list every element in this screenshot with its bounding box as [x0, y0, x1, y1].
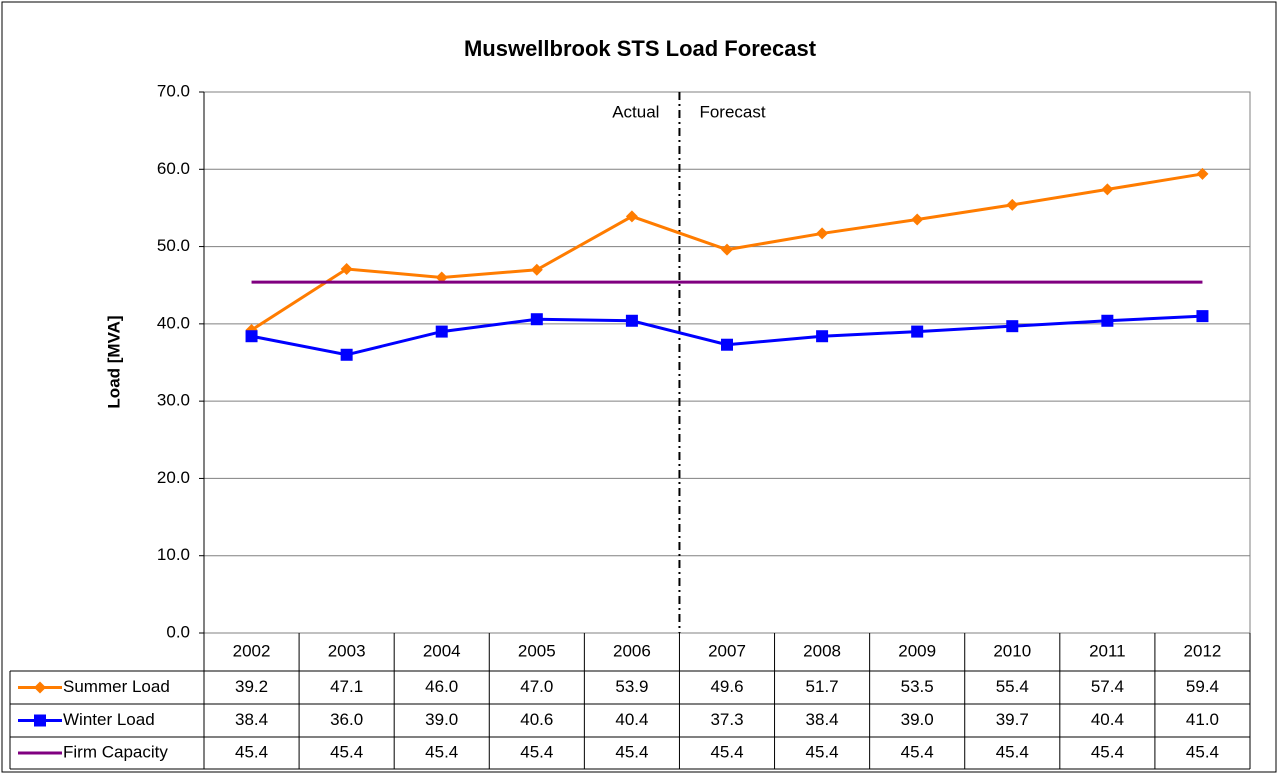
point — [721, 338, 733, 351]
table-value: 45.4 — [615, 742, 648, 761]
legend-marker — [34, 681, 46, 694]
point — [625, 210, 638, 223]
x-tick-label: 2009 — [898, 641, 936, 660]
x-tick-label: 2011 — [1089, 641, 1126, 660]
table-value: 45.4 — [996, 742, 1029, 761]
point — [340, 262, 353, 275]
table-value: 55.4 — [996, 677, 1029, 696]
point — [1101, 314, 1114, 327]
table-value: 47.0 — [520, 677, 553, 696]
point — [530, 263, 543, 276]
table-value: 39.2 — [235, 677, 268, 696]
point — [530, 313, 543, 326]
point — [816, 330, 829, 343]
point — [1101, 183, 1114, 196]
table-value: 40.4 — [1091, 710, 1124, 729]
point — [1196, 310, 1209, 323]
x-tick-label: 2003 — [328, 641, 366, 660]
table-value: 57.4 — [1091, 677, 1124, 696]
x-tick-label: 2008 — [803, 641, 841, 660]
x-tick-label: 2004 — [423, 641, 461, 660]
x-tick-label: 2007 — [708, 641, 746, 660]
y-tick-label: 50.0 — [157, 236, 190, 255]
y-tick-label: 30.0 — [157, 391, 190, 410]
table-value: 39.7 — [996, 710, 1029, 729]
y-tick-label: 40.0 — [157, 313, 190, 332]
table-value: 45.4 — [806, 742, 839, 761]
point — [1006, 320, 1019, 333]
table-value: 46.0 — [425, 677, 458, 696]
plot-area — [203, 91, 1251, 634]
table-value: 40.4 — [615, 710, 648, 729]
legend-marker — [34, 714, 46, 727]
table-value: 41.0 — [1186, 710, 1219, 729]
table-value: 45.4 — [520, 742, 553, 761]
legend-label: Summer Load — [63, 677, 170, 696]
point — [1196, 167, 1209, 180]
point — [245, 330, 258, 343]
y-tick-label: 70.0 — [157, 81, 190, 100]
point — [1006, 198, 1019, 211]
y-tick-label: 0.0 — [166, 622, 190, 641]
table-value: 49.6 — [710, 677, 743, 696]
x-tick-label: 2002 — [233, 641, 271, 660]
y-tick-label: 20.0 — [157, 468, 190, 487]
y-axis-label: Load [MVA] — [104, 315, 123, 408]
table-value: 38.4 — [235, 710, 268, 729]
point — [625, 314, 638, 327]
table-value: 39.0 — [901, 710, 934, 729]
annotation: Actual — [612, 102, 659, 121]
table-value: 38.4 — [806, 710, 839, 729]
table-value: 39.0 — [425, 710, 458, 729]
table-value: 59.4 — [1186, 677, 1219, 696]
table-value: 47.1 — [330, 677, 363, 696]
point — [435, 271, 448, 284]
legend-label: Winter Load — [63, 710, 155, 729]
table-value: 45.4 — [710, 742, 743, 761]
table-value: 45.4 — [901, 742, 934, 761]
y-tick-label: 60.0 — [157, 159, 190, 178]
table-value: 37.3 — [710, 710, 743, 729]
table-value: 53.5 — [901, 677, 934, 696]
y-tick-label: 10.0 — [157, 545, 190, 564]
point — [435, 325, 448, 338]
point — [911, 213, 924, 226]
x-tick-label: 2010 — [993, 641, 1031, 660]
x-tick-label: 2005 — [518, 641, 556, 660]
table-value: 45.4 — [235, 742, 268, 761]
x-tick-label: 2006 — [613, 641, 651, 660]
point — [721, 243, 733, 256]
table-value: 36.0 — [330, 710, 363, 729]
table-value: 45.4 — [1186, 742, 1219, 761]
table-value: 53.9 — [615, 677, 648, 696]
table-value: 45.4 — [1091, 742, 1124, 761]
table-value: 40.6 — [520, 710, 553, 729]
table-value: 45.4 — [425, 742, 458, 761]
point — [816, 227, 829, 240]
table-value: 45.4 — [330, 742, 363, 761]
x-tick-label: 2012 — [1184, 641, 1222, 660]
table-value: 51.7 — [806, 677, 839, 696]
point — [340, 348, 353, 361]
chart-title: Muswellbrook STS Load Forecast — [464, 36, 817, 61]
legend-label: Firm Capacity — [63, 742, 168, 761]
point — [911, 325, 924, 338]
annotation: Forecast — [699, 102, 765, 121]
